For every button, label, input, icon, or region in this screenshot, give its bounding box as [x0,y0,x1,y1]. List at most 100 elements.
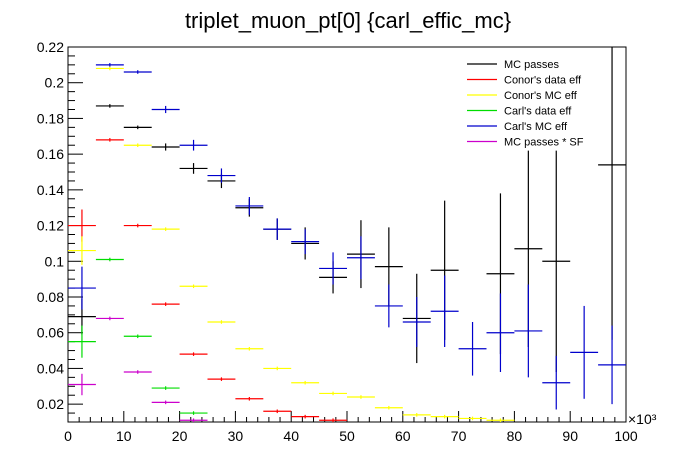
data-point [570,305,599,399]
y-tick-label: 0.04 [37,360,64,376]
data-point [68,209,96,242]
data-point [598,325,626,405]
data-point [179,418,208,422]
data-point [123,125,152,130]
data-point [542,150,571,372]
data-point [319,418,347,422]
data-point [319,391,347,396]
data-point [542,355,571,410]
data-point [95,63,124,67]
data-point [179,163,208,174]
x-tick-label: 90 [562,428,578,444]
y-tick-label: 0.02 [37,396,64,412]
data-point [598,47,626,340]
legend-label: Carl's data eff [504,106,572,118]
data-point [347,236,375,280]
data-point [347,395,375,399]
y-tick-label: 0.22 [37,39,64,55]
x-tick-label: 20 [172,428,188,444]
y-tick-label: 0.16 [37,146,64,162]
legend-entry: Carl's MC eff [467,121,568,133]
x-tick-label: 100 [614,428,638,444]
data-point [151,386,180,390]
data-point [486,293,515,372]
data-point [235,397,264,401]
legend-entry: Conor's MC eff [467,90,578,102]
data-point [291,414,320,419]
data-point [151,227,180,231]
data-point [68,325,96,358]
data-point [179,352,208,356]
data-point [95,138,124,142]
data-point [123,370,152,374]
y-tick-label: 0.12 [37,218,64,234]
x-tick-label: 10 [116,428,132,444]
data-point [207,377,236,381]
legend-label: Conor's MC eff [504,90,578,102]
x-tick-label: 0 [64,428,72,444]
chart-title: triplet_muon_pt[0] {carl_effic_mc} [185,8,511,33]
data-point [458,322,487,376]
y-tick-label: 0.1 [45,253,65,269]
data-point [263,366,292,371]
series-4 [68,63,626,410]
data-point [374,284,403,328]
data-point [374,405,403,410]
x-tick-label: 40 [283,428,299,444]
data-point [179,139,208,151]
data-point [123,223,152,228]
data-point [123,334,152,339]
y-tick-label: 0.08 [37,289,64,305]
data-point [151,105,180,114]
data-point [291,229,320,255]
legend-label: Conor's data eff [504,75,582,87]
legend: MC passes Conor's data eff Conor's MC eff C… [467,59,584,149]
data-point [207,320,236,324]
data-point [263,218,292,240]
axes: 0 10 20 30 40 50 60 70 80 90 100 0.02 0.04 0.06 0.08 0.… [37,39,638,444]
series-1 [68,138,347,422]
data-point [235,197,264,215]
x-tick-label: 70 [451,428,467,444]
y-tick-label: 0.14 [37,182,64,198]
data-point [319,252,347,285]
data-point [179,411,208,415]
data-point [151,302,180,306]
data-point [68,266,96,310]
plot-frame [67,46,627,423]
legend-entry: MC passes [467,59,560,71]
data-point [486,418,515,422]
x-tick-label: 50 [339,428,355,444]
data-point [123,143,152,147]
data-point [207,168,236,183]
legend-entry: Conor's data eff [467,75,582,87]
series-2 [68,66,515,422]
data-point [430,275,459,347]
data-point [179,284,208,289]
data-series [68,47,626,422]
x-axis-multiplier: ×10³ [628,411,657,427]
data-point [151,400,180,405]
legend-entry: MC passes * SF [467,137,584,149]
data-point [263,409,292,414]
data-point [402,413,431,417]
legend-label: MC passes [504,59,560,71]
data-point [95,104,124,108]
series-5 [68,316,208,422]
data-point [151,143,180,151]
data-point [458,416,487,421]
legend-label: MC passes * SF [504,137,584,149]
data-point [95,257,124,262]
y-tick-label: 0.06 [37,325,64,341]
series-3 [68,257,208,415]
x-tick-label: 80 [507,428,523,444]
y-tick-label: 0.18 [37,110,64,126]
legend-entry: Carl's data eff [467,106,572,118]
x-tick-label: 30 [228,428,244,444]
data-point [123,70,152,74]
data-point [95,66,124,71]
x-tick-label: 60 [395,428,411,444]
data-point [402,297,431,347]
data-point [514,284,543,378]
